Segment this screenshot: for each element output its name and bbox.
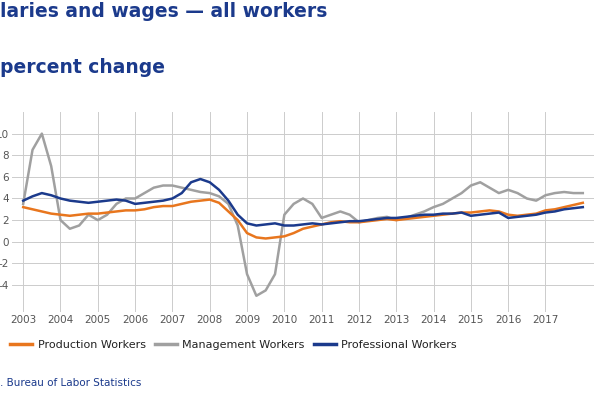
Line: Production Workers: Production Workers bbox=[23, 200, 583, 238]
Professional Workers bbox=[337, 220, 344, 225]
Management Workers bbox=[253, 293, 260, 298]
Production Workers bbox=[20, 205, 27, 210]
Management Workers bbox=[374, 216, 381, 220]
Professional Workers bbox=[197, 177, 204, 182]
Production Workers bbox=[337, 219, 344, 224]
Management Workers bbox=[523, 196, 530, 201]
Production Workers bbox=[523, 212, 530, 217]
Management Workers bbox=[160, 183, 167, 188]
Management Workers bbox=[579, 191, 586, 196]
Production Workers bbox=[206, 197, 214, 202]
Professional Workers bbox=[253, 223, 260, 228]
Management Workers bbox=[337, 209, 344, 214]
Professional Workers bbox=[20, 198, 27, 203]
Text: percent change: percent change bbox=[0, 58, 165, 77]
Management Workers bbox=[38, 131, 46, 136]
Management Workers bbox=[141, 191, 148, 196]
Management Workers bbox=[225, 202, 232, 206]
Text: laries and wages — all workers: laries and wages — all workers bbox=[0, 2, 328, 21]
Professional Workers bbox=[150, 199, 157, 204]
Professional Workers bbox=[374, 217, 381, 222]
Legend: Production Workers, Management Workers, Professional Workers: Production Workers, Management Workers, … bbox=[5, 336, 461, 354]
Professional Workers bbox=[225, 198, 232, 203]
Production Workers bbox=[225, 209, 232, 214]
Production Workers bbox=[374, 218, 381, 222]
Line: Professional Workers: Professional Workers bbox=[23, 179, 583, 226]
Professional Workers bbox=[523, 213, 530, 218]
Text: . Bureau of Labor Statistics: . Bureau of Labor Statistics bbox=[0, 378, 142, 388]
Professional Workers bbox=[131, 202, 139, 206]
Production Workers bbox=[262, 236, 269, 241]
Professional Workers bbox=[579, 205, 586, 210]
Production Workers bbox=[579, 200, 586, 205]
Production Workers bbox=[150, 205, 157, 210]
Line: Management Workers: Management Workers bbox=[23, 134, 583, 296]
Management Workers bbox=[20, 202, 27, 206]
Production Workers bbox=[131, 208, 139, 213]
